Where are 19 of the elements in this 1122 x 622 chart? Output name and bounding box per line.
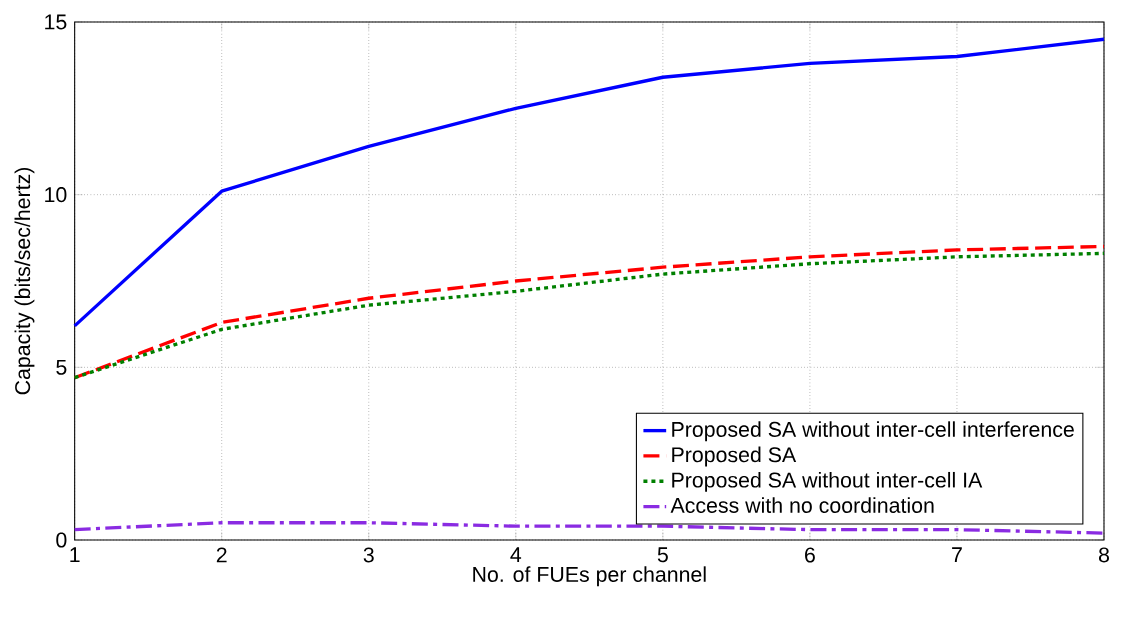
- y-tick-label: 0: [56, 532, 67, 548]
- x-tick-label: 7: [952, 547, 962, 563]
- y-tick-label: 15: [45, 14, 67, 30]
- x-axis-title: No. of FUEs per channel: [473, 566, 706, 587]
- x-tick-label: 4: [510, 547, 522, 563]
- y-tick-label: 10: [45, 187, 67, 203]
- legend-label: Access with no coordination: [670, 497, 934, 513]
- x-tick-label: 3: [363, 547, 374, 563]
- y-axis-title: Capacity (bits/sec/hertz): [14, 167, 35, 395]
- legend-label: Proposed SA without inter-cell interference: [672, 421, 1074, 442]
- x-tick-label: 6: [805, 547, 815, 563]
- x-tick-label: 1: [70, 547, 80, 563]
- y-tick-label: 5: [56, 359, 67, 375]
- legend-label: Proposed SA without inter-cell IA: [672, 471, 983, 492]
- legend-label: Proposed SA: [672, 446, 797, 467]
- x-tick-label: 5: [657, 547, 668, 563]
- x-tick-label: 2: [216, 547, 227, 563]
- x-tick-label: 8: [1098, 547, 1109, 563]
- line-series: [72, 37, 1106, 328]
